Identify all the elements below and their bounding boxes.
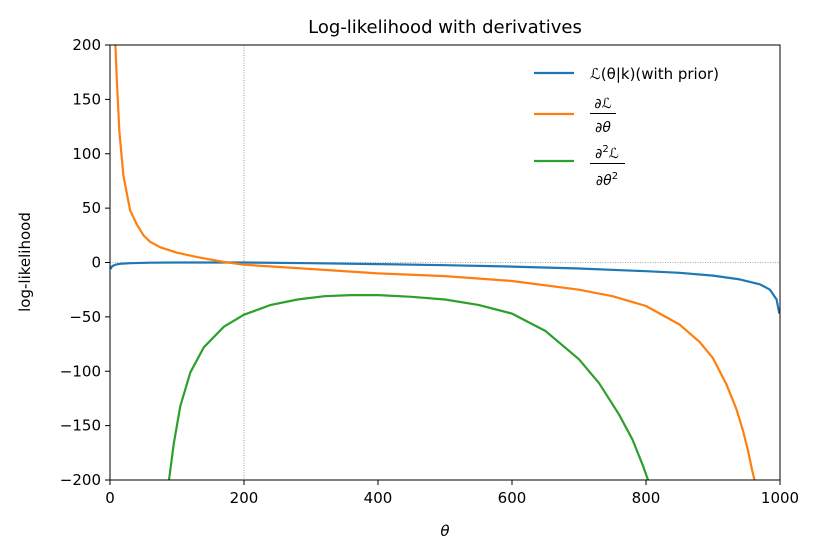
y-tick-label: 50	[82, 199, 101, 217]
chart-title: Log-likelihood with derivatives	[308, 17, 582, 38]
legend-label-likelihood: ℒ(θ|k)(with prior)	[590, 65, 719, 83]
series-second-derivative	[167, 294, 650, 480]
y-tick-label: −150	[60, 417, 101, 435]
svg-text:∂2ℒ: ∂2ℒ	[595, 144, 619, 162]
legend-label-first-derivative: ∂ℒ ∂θ	[590, 96, 616, 136]
plot-area: 0 200 400 600 800 1000 200 150 100 50 0 −50 −100 −15…	[60, 36, 799, 507]
legend-label-second-derivative: ∂2ℒ ∂θ2	[590, 144, 625, 189]
svg-text:∂θ2: ∂θ2	[596, 171, 618, 189]
x-tick-label: 400	[364, 489, 393, 507]
x-tick-label: 0	[105, 489, 115, 507]
series-first-derivative	[114, 45, 756, 480]
svg-text:∂θ: ∂θ	[595, 120, 611, 136]
series-likelihood	[110, 261, 780, 314]
y-tick-label: 200	[72, 36, 101, 54]
legend: ℒ(θ|k)(with prior) ∂ℒ ∂θ ∂2ℒ ∂θ2	[534, 65, 719, 189]
x-tick-label: 800	[632, 489, 661, 507]
x-tick-label: 1000	[761, 489, 799, 507]
x-axis-label: θ	[440, 522, 449, 540]
y-tick-label: −50	[69, 308, 101, 326]
x-tick-label: 600	[498, 489, 527, 507]
y-tick-label: 150	[72, 90, 101, 108]
y-tick-label: −200	[60, 471, 101, 489]
y-tick-label: 0	[91, 254, 101, 272]
y-tick-label: −100	[60, 362, 101, 380]
x-tick-label: 200	[230, 489, 259, 507]
y-tick-label: 100	[72, 145, 101, 163]
series-lines	[110, 45, 780, 480]
y-axis-ticks: 200 150 100 50 0 −50 −100 −150 −200	[60, 36, 110, 489]
svg-text:∂ℒ: ∂ℒ	[594, 96, 611, 112]
x-axis-ticks: 0 200 400 600 800 1000	[105, 480, 799, 507]
y-axis-label: log-likelihood	[16, 212, 34, 312]
